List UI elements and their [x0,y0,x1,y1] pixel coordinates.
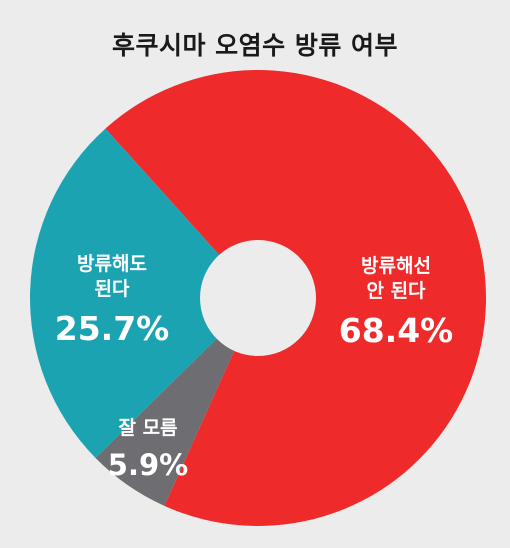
slice-value-label-2: 25.7% [55,309,170,348]
slice-label-0-1: 안 된다 [366,280,426,302]
slice-value-label-1: 5.9% [108,448,188,482]
donut-slice-1 [95,298,258,506]
slice-label-0-0: 방류해선 [361,255,431,277]
donut-slice-2 [29,128,258,458]
slice-label-2-1: 된다 [95,278,130,300]
slice-label-1-0: 잘 모름 [118,417,177,439]
slice-value-label-0: 68.4% [339,311,454,350]
chart-title: 후쿠시마 오염수 방류 여부 [111,31,399,60]
slice-label-2-0: 방류해도 [77,253,147,275]
donut-hole [200,240,316,356]
